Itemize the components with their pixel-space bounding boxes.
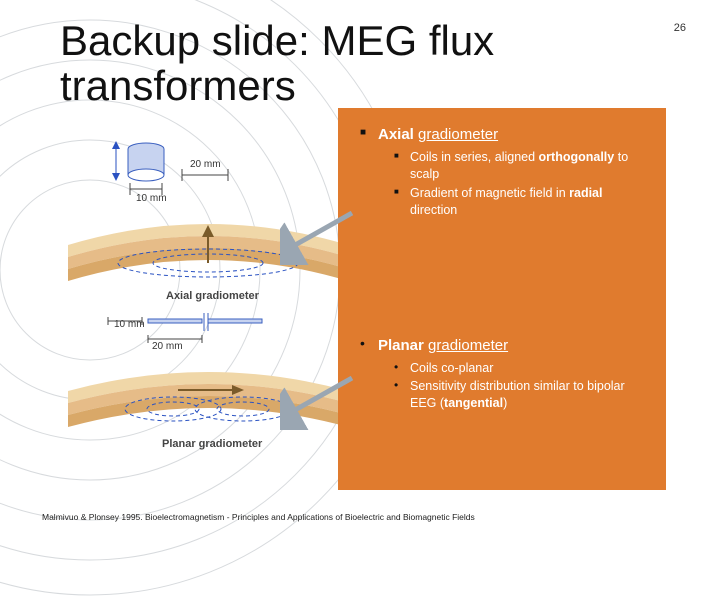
description-box: Axial gradiometer Coils in series, align…: [338, 108, 666, 490]
axial-coil-icon: [112, 141, 164, 181]
gradiometer-figure: 10 mm 20 mm Axial gradiometer 10 mm 20 m…: [58, 135, 363, 455]
planar-point-1: Coils co-planar: [394, 360, 650, 377]
slide-number: 26: [674, 22, 686, 34]
svg-text:10 mm: 10 mm: [136, 193, 167, 204]
planar-section: Planar gradiometer Coils co-planar Sensi…: [360, 337, 650, 413]
svg-text:20 mm: 20 mm: [152, 341, 183, 352]
axial-point-2: Gradient of magnetic field in radial dir…: [394, 185, 650, 219]
axial-scalp-icon: [68, 224, 348, 281]
planar-point-2: Sensitivity distribution similar to bipo…: [394, 378, 650, 412]
citation: Malmivuo & Plonsey 1995. Bioelectromagne…: [42, 512, 475, 522]
axial-point-1: Coils in series, aligned orthogonally to…: [394, 149, 650, 183]
axial-section: Axial gradiometer Coils in series, align…: [360, 126, 650, 219]
svg-text:Planar gradiometer: Planar gradiometer: [162, 438, 263, 450]
planar-coil-icon: [148, 313, 262, 331]
planar-scalp-icon: [68, 372, 348, 427]
slide-title: Backup slide: MEG flux transformers: [60, 18, 600, 109]
svg-text:Axial gradiometer: Axial gradiometer: [166, 290, 260, 302]
svg-text:20 mm: 20 mm: [190, 159, 221, 170]
